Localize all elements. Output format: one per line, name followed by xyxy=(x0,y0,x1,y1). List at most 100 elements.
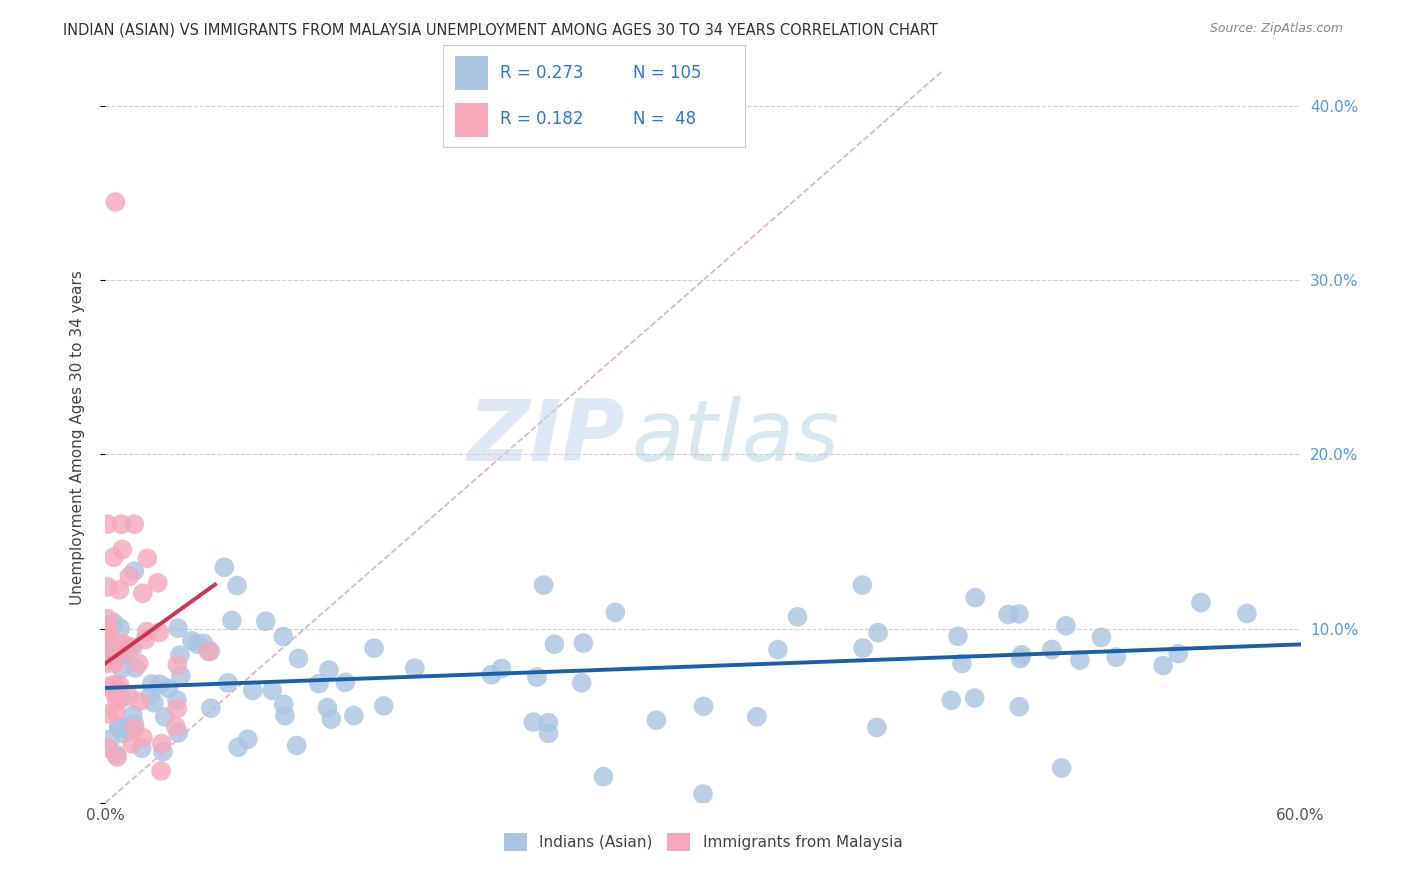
Point xyxy=(104,677,127,691)
Point xyxy=(108,721,131,735)
Point xyxy=(96,741,118,756)
Point xyxy=(150,764,173,778)
Point xyxy=(121,737,143,751)
Point xyxy=(108,582,131,597)
Point xyxy=(946,629,969,643)
Point xyxy=(852,640,875,655)
Point xyxy=(114,638,136,652)
Point xyxy=(152,745,174,759)
Text: N = 105: N = 105 xyxy=(633,64,702,82)
Text: atlas: atlas xyxy=(631,395,839,479)
Point xyxy=(963,691,986,706)
Point xyxy=(481,667,503,681)
Point xyxy=(135,624,157,639)
Point xyxy=(136,551,159,566)
Point xyxy=(132,586,155,600)
Point xyxy=(522,715,544,730)
Point xyxy=(104,705,127,719)
Point xyxy=(1008,699,1031,714)
Point xyxy=(97,624,120,639)
Point xyxy=(868,625,890,640)
Point xyxy=(124,564,146,578)
Point xyxy=(111,638,134,652)
Point xyxy=(1152,658,1174,673)
Point xyxy=(965,591,987,605)
Text: ZIP: ZIP xyxy=(468,395,626,479)
Point xyxy=(1090,631,1112,645)
Point xyxy=(363,641,385,656)
Point xyxy=(128,694,150,708)
Point xyxy=(96,639,118,653)
Point xyxy=(543,637,565,651)
Point xyxy=(1105,650,1128,665)
Point xyxy=(166,693,188,707)
Point xyxy=(491,661,513,675)
Point xyxy=(273,698,295,712)
Point xyxy=(285,739,308,753)
Point xyxy=(165,720,187,734)
Point xyxy=(766,642,789,657)
Point xyxy=(112,726,135,740)
Point xyxy=(321,712,343,726)
Point xyxy=(1010,651,1032,665)
Point xyxy=(134,632,156,647)
Point xyxy=(124,517,146,532)
Point xyxy=(157,681,180,696)
Point xyxy=(98,624,121,639)
Point xyxy=(97,612,120,626)
Point xyxy=(271,630,294,644)
Point xyxy=(170,668,193,682)
Point xyxy=(118,569,141,583)
Text: INDIAN (ASIAN) VS IMMIGRANTS FROM MALAYSIA UNEMPLOYMENT AMONG AGES 30 TO 34 YEAR: INDIAN (ASIAN) VS IMMIGRANTS FROM MALAYS… xyxy=(63,22,938,37)
Point xyxy=(141,677,163,691)
Point xyxy=(114,648,136,662)
Point xyxy=(571,676,593,690)
Point xyxy=(97,580,120,594)
Point xyxy=(197,644,219,658)
Point xyxy=(226,578,249,592)
Point xyxy=(572,636,595,650)
Point xyxy=(533,578,555,592)
Point xyxy=(139,689,162,703)
Point xyxy=(105,750,128,764)
FancyBboxPatch shape xyxy=(456,56,488,90)
Point xyxy=(1008,607,1031,621)
Point xyxy=(108,719,131,733)
Point xyxy=(104,686,127,700)
Point xyxy=(146,575,169,590)
Point xyxy=(108,678,131,692)
Point xyxy=(186,637,208,651)
Point xyxy=(104,747,127,762)
Point xyxy=(1189,595,1212,609)
Point xyxy=(274,708,297,723)
Point xyxy=(97,679,120,693)
Point xyxy=(110,621,132,635)
Point xyxy=(97,654,120,668)
Text: Source: ZipAtlas.com: Source: ZipAtlas.com xyxy=(1209,22,1343,36)
Point xyxy=(96,517,118,532)
Point xyxy=(236,732,259,747)
Point xyxy=(166,657,188,672)
Point xyxy=(96,657,118,671)
Point xyxy=(111,646,134,660)
Point xyxy=(745,709,768,723)
Point xyxy=(110,691,132,706)
Point xyxy=(153,710,176,724)
Point xyxy=(103,615,125,630)
Point xyxy=(124,661,146,675)
Point xyxy=(117,689,139,703)
Point xyxy=(118,723,141,738)
Point xyxy=(941,693,963,707)
Point xyxy=(373,698,395,713)
Point xyxy=(851,578,873,592)
Point xyxy=(122,708,145,723)
Point xyxy=(1167,647,1189,661)
Point xyxy=(1040,642,1063,657)
Point xyxy=(143,696,166,710)
Point xyxy=(110,517,132,532)
Point xyxy=(105,694,128,708)
Point xyxy=(226,740,249,755)
Point xyxy=(1050,761,1073,775)
Point xyxy=(1069,653,1091,667)
Point xyxy=(308,676,330,690)
